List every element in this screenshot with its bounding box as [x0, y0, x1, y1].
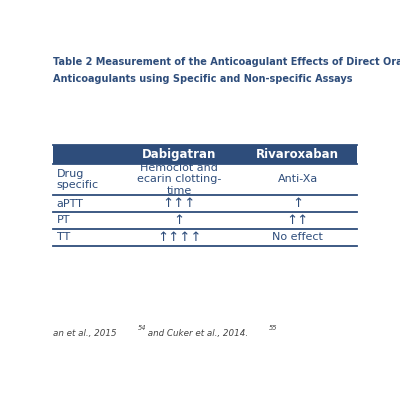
Text: No effect: No effect	[272, 232, 323, 242]
Text: Dabigatran: Dabigatran	[142, 148, 216, 161]
Text: aPTT: aPTT	[57, 198, 84, 208]
Text: Anticoagulants using Specific and Non-specific Assays: Anticoagulants using Specific and Non-sp…	[53, 74, 353, 84]
Text: PT: PT	[57, 216, 70, 226]
Text: ↑↑: ↑↑	[286, 214, 309, 227]
Text: Hemoclot and
ecarin clotting-
time: Hemoclot and ecarin clotting- time	[137, 163, 221, 196]
Text: ↑↑↑: ↑↑↑	[162, 197, 196, 210]
Bar	[53, 195, 357, 212]
Bar	[53, 145, 357, 164]
Text: 55: 55	[268, 326, 277, 332]
Text: Anti-Xa: Anti-Xa	[278, 174, 318, 184]
Bar	[53, 229, 357, 246]
Text: 54: 54	[138, 326, 147, 332]
Text: ↑↑↑↑: ↑↑↑↑	[157, 231, 202, 244]
Text: Drug
specific: Drug specific	[57, 169, 99, 190]
Text: and Cuker et al., 2014.: and Cuker et al., 2014.	[144, 329, 248, 338]
Text: ↑: ↑	[174, 214, 185, 227]
Text: Table 2 Measurement of the Anticoagulant Effects of Direct Oral: Table 2 Measurement of the Anticoagulant…	[53, 57, 400, 67]
Text: TT: TT	[57, 232, 70, 242]
Text: ↑: ↑	[292, 197, 303, 210]
Text: an et al., 2015: an et al., 2015	[53, 329, 117, 338]
Bar	[53, 212, 357, 229]
Text: Rivaroxaban: Rivaroxaban	[256, 148, 339, 161]
Bar	[53, 164, 357, 195]
